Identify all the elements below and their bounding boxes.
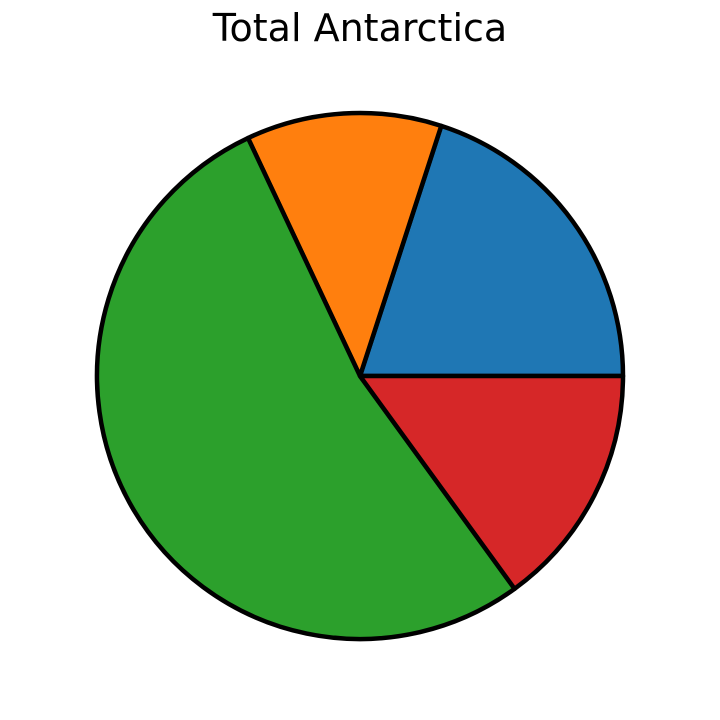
- chart-title: Total Antarctica: [212, 6, 508, 50]
- pie-slice-3: [94, 135, 517, 642]
- pie-slice-2: [245, 110, 444, 379]
- pie-slice-1: [357, 123, 626, 379]
- pie-slice-4: [357, 373, 626, 592]
- pie-slices: [94, 110, 626, 642]
